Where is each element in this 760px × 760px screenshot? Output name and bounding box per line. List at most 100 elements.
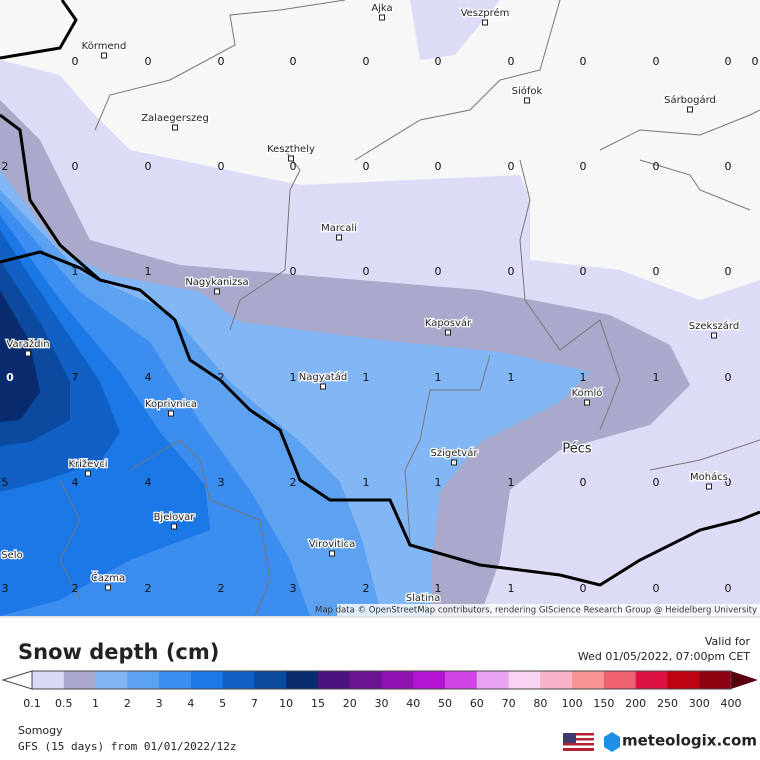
city-dot <box>105 584 111 591</box>
model-run: GFS (15 days) from 01/01/2022/12z <box>18 740 237 753</box>
city-dot <box>482 19 488 26</box>
grid-value: 0 <box>363 265 370 278</box>
grid-value: 4 <box>145 371 152 384</box>
grid-value: 1 <box>435 476 442 489</box>
city-label: Szekszárd <box>689 320 739 332</box>
city-dot <box>320 383 326 390</box>
colorbar-swatch <box>381 671 414 689</box>
grid-value: 3 <box>2 582 9 595</box>
value-grid: 0 0 0 0 0 0 0 0 0 0 0 2 0 0 0 0 0 0 0 0 0 0 1 1 0 0 0 0 0 0 0 0 7 4 2 1 1 1 1 1… <box>2 55 759 595</box>
valid-label: Valid for <box>705 635 751 648</box>
grid-value: 0 <box>363 160 370 173</box>
city-dot <box>171 523 177 530</box>
city-dot <box>445 329 451 336</box>
city-dot <box>214 288 220 295</box>
grid-value: 0 <box>580 160 587 173</box>
colorbar-label: 5 <box>219 697 226 710</box>
city-dot <box>101 52 107 59</box>
colorbar-label: 60 <box>470 697 484 710</box>
grid-value: 1 <box>363 476 370 489</box>
city-dot <box>706 483 712 490</box>
colorbar-swatch <box>63 671 97 689</box>
grid-value: 0 <box>290 55 297 68</box>
grid-value: 0 <box>725 582 732 595</box>
colorbar-swatch <box>445 671 478 689</box>
colorbar-label: 400 <box>721 697 742 710</box>
colorbar-swatch <box>699 671 732 689</box>
region: Somogy <box>18 724 63 737</box>
grid-value: 0 <box>290 265 297 278</box>
colorbar-swatch <box>159 671 192 689</box>
grid-value: 0 <box>725 55 732 68</box>
city-dot <box>524 97 530 104</box>
colorbar-swatch <box>32 671 65 689</box>
colorbar-label: 250 <box>657 697 678 710</box>
city-dot <box>379 14 385 21</box>
city-label: Bjelovar <box>154 512 196 523</box>
colorbar-label: 20 <box>343 697 357 710</box>
colorbar-swatch <box>222 671 255 689</box>
colorbar-label: 70 <box>502 697 516 710</box>
grid-value: 2 <box>363 582 370 595</box>
grid-value: 1 <box>508 476 515 489</box>
grid-value: 0 <box>725 265 732 278</box>
city-label: Szigetvár <box>431 447 479 459</box>
city-label: Čazma <box>91 571 125 584</box>
grid-value: 2 <box>145 582 152 595</box>
colorbar-swatch <box>635 671 668 689</box>
attribution: Map data © OpenStreetMap contributors, r… <box>315 606 757 616</box>
grid-value: 2 <box>218 371 225 384</box>
city-labels: Ajka Veszprém Körmend Siófok Sárbogárd Zalaeg… <box>0 2 740 611</box>
grid-value: 1 <box>580 371 587 384</box>
colorbar-label: 50 <box>438 697 452 710</box>
flag <box>563 733 594 751</box>
colorbar-label: 0.5 <box>55 697 73 710</box>
city-label: Komló <box>572 387 603 399</box>
city-label: Kaposvár <box>425 317 472 329</box>
grid-value: 0 <box>363 55 370 68</box>
colorbar-swatch <box>572 671 605 689</box>
grid-value: 0 <box>653 160 660 173</box>
city-dot <box>172 124 178 131</box>
city-dot <box>288 155 294 162</box>
colorbar-swatch <box>476 671 510 689</box>
grid-value: 4 <box>72 476 79 489</box>
grid-value: 0 <box>580 55 587 68</box>
grid-value: 0 <box>725 160 732 173</box>
city-dot <box>329 550 335 557</box>
grid-value: 1 <box>435 582 442 595</box>
grid-value: 0 <box>653 265 660 278</box>
grid-value: 3 <box>218 476 225 489</box>
grid-value: 0 <box>725 476 732 489</box>
colorbar-arrow <box>1 670 33 690</box>
colorbar-swatch <box>349 671 382 689</box>
city-label: Koprivnica <box>145 399 197 410</box>
colorbar-swatch <box>286 671 319 689</box>
grid-value: 0 <box>6 371 14 384</box>
colorbar-frame <box>31 670 732 690</box>
colorbar-label: 2 <box>124 697 131 710</box>
city-label: Ajka <box>371 3 392 14</box>
grid-value: 0 <box>435 55 442 68</box>
city-label: Selo <box>1 550 22 561</box>
grid-value: 0 <box>580 265 587 278</box>
city-label: Nagykanizsa <box>185 277 248 288</box>
colorbar-swatch <box>95 671 128 689</box>
city-dot <box>25 350 31 357</box>
grid-value: 4 <box>145 476 152 489</box>
city-dot <box>451 459 457 466</box>
grid-value: 1 <box>290 371 297 384</box>
colorbar-swatch <box>508 671 541 689</box>
city-label: Marcali <box>321 223 357 234</box>
snow-area <box>410 0 500 60</box>
grid-value: 0 <box>752 55 759 68</box>
grid-value: 0 <box>580 476 587 489</box>
grid-value: 5 <box>2 476 9 489</box>
grid-value: 0 <box>508 55 515 68</box>
grid-value: 1 <box>72 265 79 278</box>
grid-value: 0 <box>580 582 587 595</box>
grid-value: 0 <box>145 55 152 68</box>
grid-value: 1 <box>508 371 515 384</box>
colorbar-swatch <box>603 671 637 689</box>
